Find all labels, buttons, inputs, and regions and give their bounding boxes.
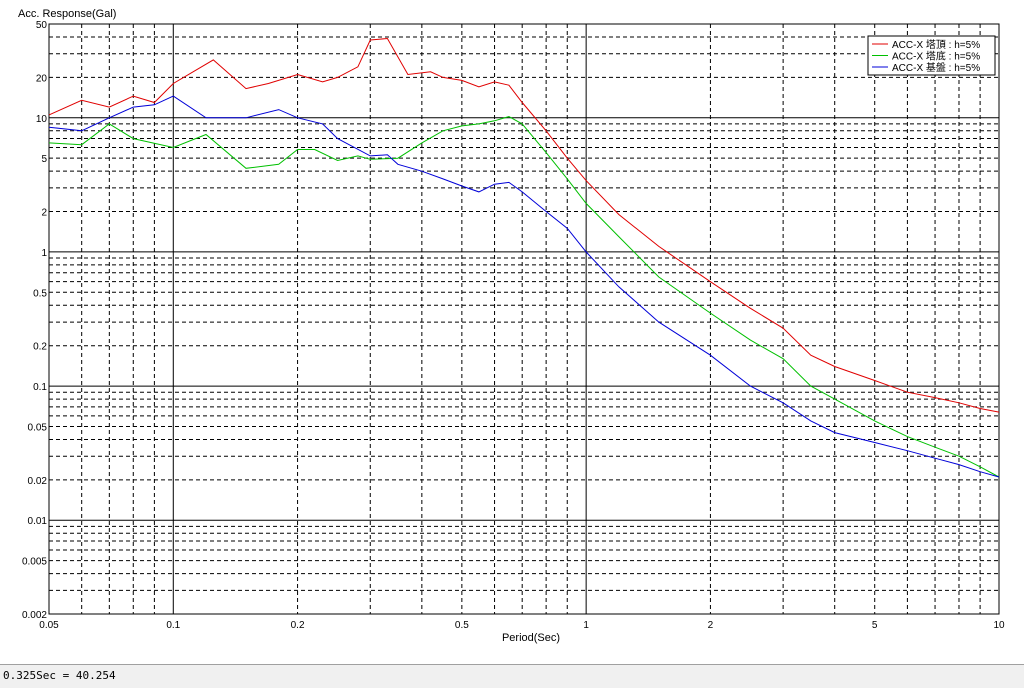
y-tick-label: 0.2 [33,342,47,353]
y-tick-label: 2 [41,208,47,219]
legend-entry: ACC-X 塔底 : h=5% [892,50,980,63]
x-tick-label: 0.05 [39,620,59,631]
y-tick-label: 0.5 [33,288,47,299]
x-tick-label: 0.2 [291,620,305,631]
x-tick-label: 5 [872,620,878,631]
x-tick-label: 0.5 [455,620,469,631]
x-tick-label: 0.1 [166,620,180,631]
legend-box [867,35,996,76]
y-axis-label: Acc. Response(Gal) [18,8,116,20]
plot-frame [48,23,1000,615]
x-axis-label: Period(Sec) [502,632,560,644]
x-tick-label: 2 [708,620,714,631]
x-tick-label: 10 [993,620,1005,631]
y-tick-label: 0.05 [28,422,48,433]
y-tick-label: 0.02 [28,476,48,487]
plot-area [49,24,999,614]
y-tick-label: 10 [36,114,48,125]
cursor-readout: 0.325Sec = 40.254 [3,669,116,682]
legend-entry: ACC-X 基盤 : h=5% [892,61,980,74]
series-line-2 [48,116,1000,478]
response-spectrum-chart[interactable]: 0.05 0.1 0.2 0.5 1 2 5 10 0.002 0.005 0.01 0.02 0.05… [0,0,1024,664]
y-tick-label: 0.002 [22,610,47,621]
y-tick-label: 0.005 [22,557,47,568]
y-tick-label: 20 [36,73,48,84]
series-line-3 [48,95,1000,478]
y-tick-label: 0.01 [28,516,48,527]
series-line-1 [48,37,1000,413]
legend-entry: ACC-X 塔頂 : h=5% [892,38,980,51]
x-tick-label: 1 [583,620,589,631]
status-bar: 0.325Sec = 40.254 [0,664,1024,688]
y-tick-label: 5 [41,154,47,165]
y-tick-label: 0.1 [33,382,47,393]
y-tick-label: 1 [41,248,47,259]
y-tick-label: 50 [36,20,48,31]
